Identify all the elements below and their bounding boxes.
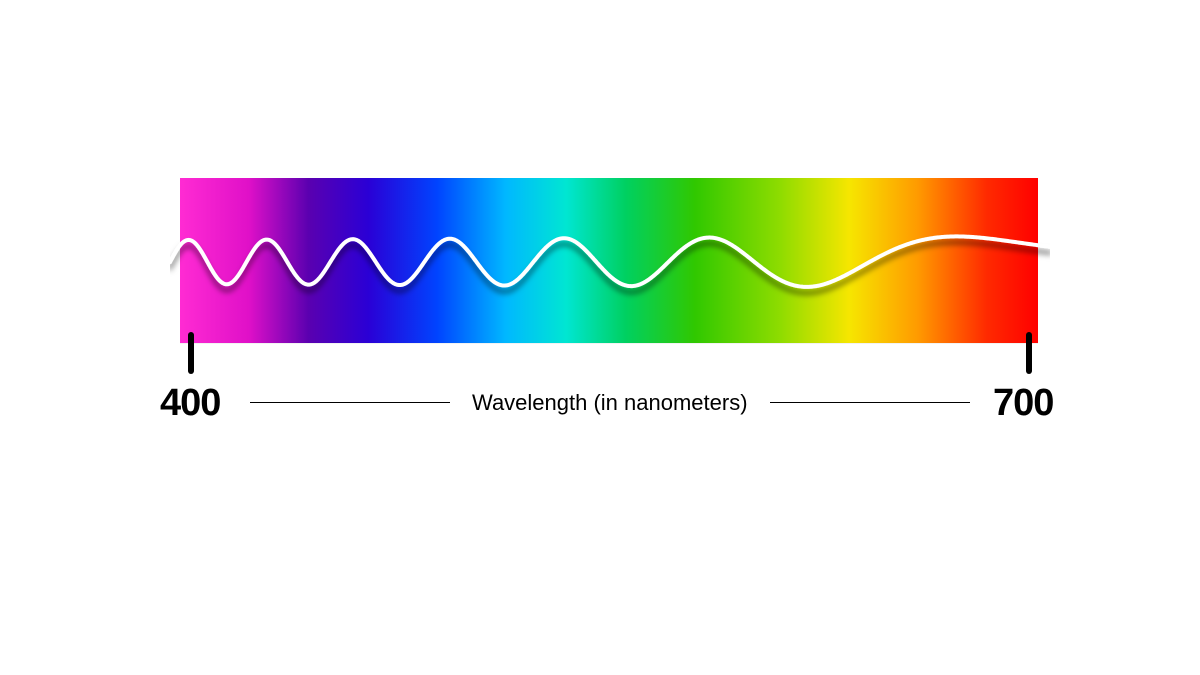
- wavelength-max-label: 700: [993, 382, 1053, 425]
- spectrum-band: [180, 178, 1038, 343]
- tick-left: [188, 332, 194, 374]
- tick-right: [1026, 332, 1032, 374]
- wavelength-min-label: 400: [160, 382, 220, 425]
- axis-rule-left: [250, 402, 450, 403]
- spectrum-diagram: 400 700 Wavelength (in nanometers): [0, 0, 1200, 675]
- axis-rule-right: [770, 402, 970, 403]
- axis-label: Wavelength (in nanometers): [472, 390, 748, 416]
